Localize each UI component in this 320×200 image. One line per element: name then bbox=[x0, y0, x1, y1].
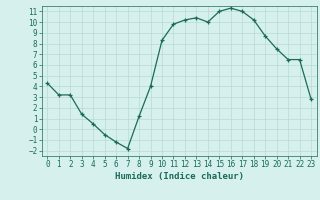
X-axis label: Humidex (Indice chaleur): Humidex (Indice chaleur) bbox=[115, 172, 244, 181]
